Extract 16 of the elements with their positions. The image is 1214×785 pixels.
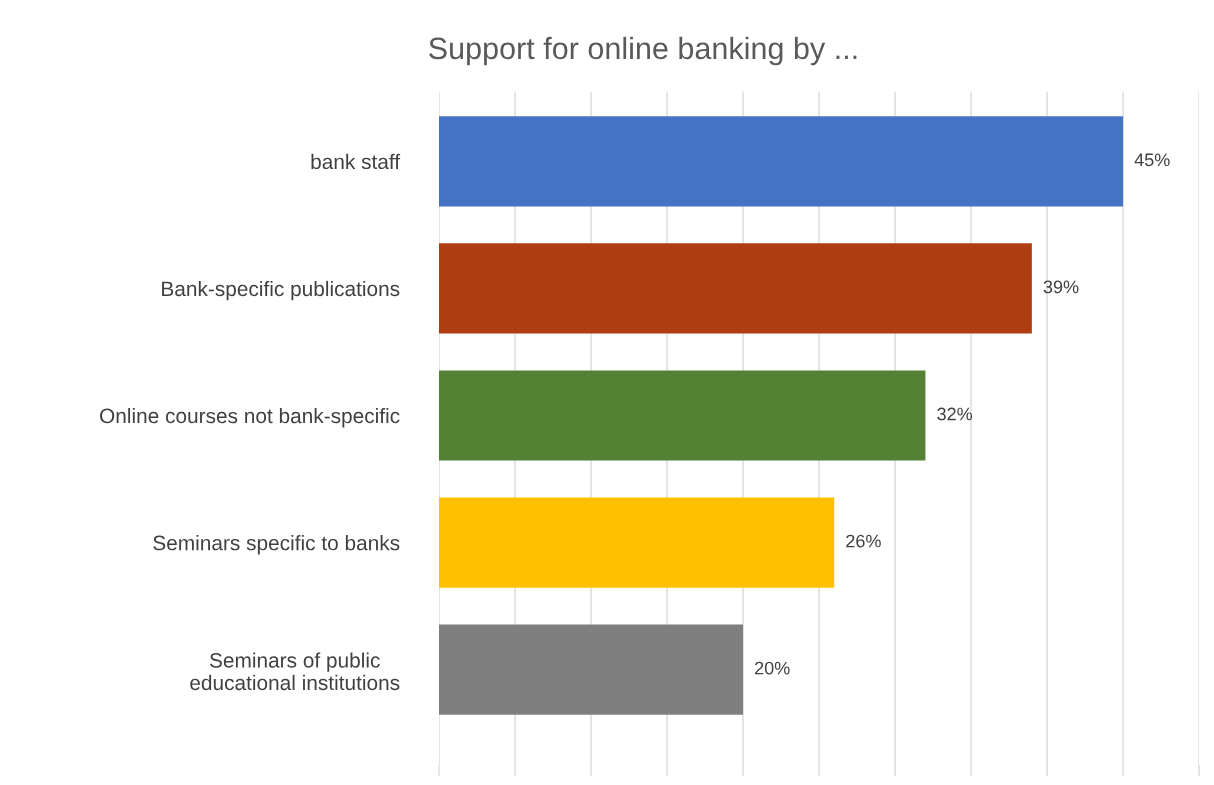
data-label: 39% bbox=[1043, 280, 1079, 294]
chart-title: Support for online banking by ... bbox=[429, 36, 857, 66]
bar bbox=[438, 116, 1124, 207]
bar bbox=[438, 370, 926, 461]
data-label: 32% bbox=[937, 407, 973, 421]
y-tick-label: Bank-specific publications bbox=[162, 280, 400, 301]
y-tick-label: Seminars of public educational institutions bbox=[190, 652, 400, 691]
data-label: 45% bbox=[1134, 153, 1170, 167]
bar bbox=[438, 624, 744, 715]
data-label: 26% bbox=[846, 534, 881, 548]
bar bbox=[438, 243, 1032, 334]
y-tick-label: Online courses not bank-specific bbox=[100, 407, 400, 428]
y-tick-label: Seminars specific to banks bbox=[153, 535, 400, 555]
y-tick-label: bank staff bbox=[311, 153, 401, 170]
data-label: 20% bbox=[755, 661, 790, 675]
bar bbox=[438, 497, 835, 588]
